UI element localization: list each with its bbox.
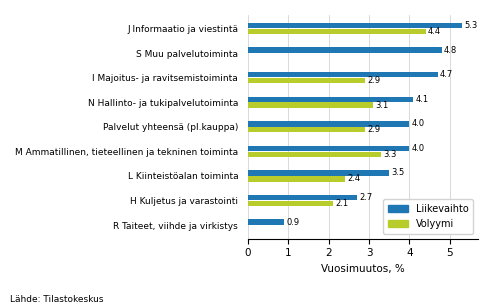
Bar: [248, 127, 365, 133]
Text: 3.3: 3.3: [384, 150, 397, 159]
Bar: [248, 152, 381, 157]
Bar: [248, 72, 438, 78]
Bar: [248, 146, 409, 151]
Text: 2.9: 2.9: [367, 76, 381, 85]
Text: Lähde: Tilastokeskus: Lähde: Tilastokeskus: [10, 295, 104, 304]
Bar: [248, 195, 357, 200]
Text: 3.1: 3.1: [376, 101, 388, 110]
Text: 4.8: 4.8: [444, 46, 458, 55]
Text: 2.9: 2.9: [367, 125, 381, 134]
Text: 4.4: 4.4: [428, 27, 441, 36]
Bar: [248, 170, 389, 176]
Bar: [248, 78, 365, 83]
Text: 3.5: 3.5: [391, 168, 405, 178]
Text: 0.9: 0.9: [286, 218, 300, 226]
Text: 5.3: 5.3: [464, 21, 478, 30]
Text: 4.0: 4.0: [412, 119, 425, 128]
Legend: Liikevaihto, Volyymi: Liikevaihto, Volyymi: [384, 199, 473, 234]
Bar: [248, 219, 284, 225]
Bar: [248, 176, 345, 181]
Bar: [248, 23, 462, 28]
Text: 4.1: 4.1: [416, 95, 429, 104]
Bar: [248, 102, 373, 108]
Bar: [248, 47, 442, 53]
Bar: [248, 201, 333, 206]
Text: 4.0: 4.0: [412, 144, 425, 153]
X-axis label: Vuosimuutos, %: Vuosimuutos, %: [321, 264, 405, 274]
Text: 2.4: 2.4: [347, 174, 360, 183]
Bar: [248, 97, 414, 102]
Bar: [248, 121, 409, 126]
Bar: [248, 29, 425, 34]
Text: 4.7: 4.7: [440, 70, 453, 79]
Text: 2.7: 2.7: [359, 193, 373, 202]
Text: 2.1: 2.1: [335, 199, 348, 208]
